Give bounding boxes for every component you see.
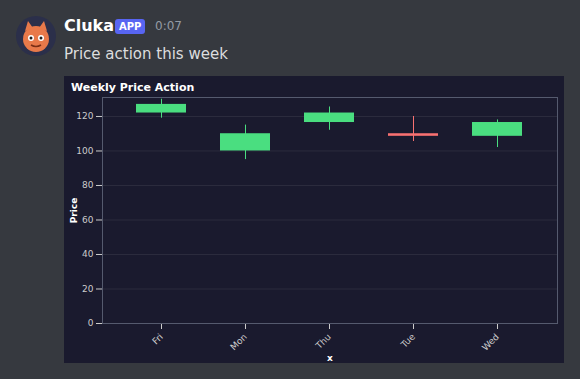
svg-text:Fri: Fri <box>150 332 165 347</box>
svg-text:80: 80 <box>82 180 94 190</box>
svg-text:60: 60 <box>82 215 94 225</box>
html-text:0:07: 0:07 <box>155 19 182 33</box>
html-text:Cluka APP: Cluka APP <box>64 16 142 35</box>
html-text:Price action this week: Price action this week <box>64 45 228 63</box>
svg-text:x: x <box>327 353 333 363</box>
svg-text:40: 40 <box>82 249 94 259</box>
svg-text:0: 0 <box>88 318 94 328</box>
svg-text:100: 100 <box>76 146 93 156</box>
svg-text:Wed: Wed <box>480 332 501 353</box>
svg-text:Tue: Tue <box>398 331 417 350</box>
svg-text:120: 120 <box>76 111 93 121</box>
svg-text:20: 20 <box>82 284 94 294</box>
svg-text:Thu: Thu <box>313 332 333 352</box>
svg-text:Price: Price <box>69 198 79 224</box>
html-text:Weekly Price Action: Weekly Price Action <box>71 81 195 94</box>
svg-text:Mon: Mon <box>228 332 248 352</box>
